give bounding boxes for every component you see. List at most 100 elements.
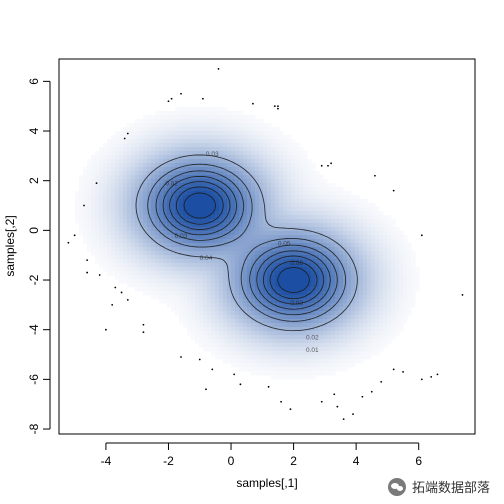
density-cell: [195, 271, 200, 276]
density-cell: [327, 339, 332, 344]
density-cell: [263, 235, 268, 240]
density-cell: [371, 227, 376, 232]
density-cell: [247, 271, 252, 276]
density-cell: [147, 175, 152, 180]
density-cell: [167, 303, 172, 308]
density-cell: [127, 235, 132, 240]
density-cell: [323, 211, 328, 216]
density-cell: [131, 167, 136, 172]
density-cell: [167, 163, 172, 168]
density-cell: [363, 291, 368, 296]
density-cell: [347, 203, 352, 208]
density-cell: [227, 283, 232, 288]
density-cell: [95, 183, 100, 188]
density-cell: [183, 115, 188, 120]
density-cell: [283, 327, 288, 332]
density-cell: [299, 331, 304, 336]
density-cell: [119, 131, 124, 136]
density-cell: [263, 267, 268, 272]
density-cell: [271, 135, 276, 140]
density-cell: [275, 371, 280, 376]
density-cell: [335, 191, 340, 196]
density-cell: [231, 207, 236, 212]
density-cell: [311, 331, 316, 336]
density-cell: [347, 331, 352, 336]
density-cell: [283, 343, 288, 348]
density-cell: [103, 163, 108, 168]
density-cell: [263, 127, 268, 132]
density-cell: [271, 311, 276, 316]
density-cell: [323, 371, 328, 376]
density-cell: [299, 235, 304, 240]
density-cell: [235, 311, 240, 316]
density-cell: [335, 227, 340, 232]
density-cell: [275, 203, 280, 208]
density-cell: [183, 267, 188, 272]
density-cell: [163, 215, 168, 220]
density-cell: [143, 199, 148, 204]
density-cell: [171, 139, 176, 144]
density-cell: [311, 239, 316, 244]
density-cell: [367, 219, 372, 224]
density-cell: [223, 127, 228, 132]
density-cell: [231, 255, 236, 260]
density-cell: [395, 259, 400, 264]
density-cell: [275, 299, 280, 304]
density-cell: [331, 243, 336, 248]
density-cell: [151, 131, 156, 136]
density-cell: [399, 243, 404, 248]
density-cell: [247, 363, 252, 368]
density-cell: [239, 267, 244, 272]
density-cell: [95, 159, 100, 164]
density-cell: [391, 335, 396, 340]
density-cell: [259, 275, 264, 280]
density-cell: [179, 219, 184, 224]
density-cell: [279, 151, 284, 156]
density-cell: [347, 251, 352, 256]
density-cell: [207, 215, 212, 220]
density-cell: [239, 127, 244, 132]
density-cell: [307, 163, 312, 168]
density-cell: [327, 183, 332, 188]
density-cell: [403, 291, 408, 296]
density-cell: [199, 323, 204, 328]
density-cell: [191, 219, 196, 224]
density-cell: [147, 275, 152, 280]
data-point: [320, 164, 323, 167]
density-cell: [263, 183, 268, 188]
density-cell: [227, 287, 232, 292]
density-cell: [103, 267, 108, 272]
density-cell: [203, 163, 208, 168]
density-cell: [367, 239, 372, 244]
density-cell: [315, 259, 320, 264]
density-cell: [87, 215, 92, 220]
data-point: [430, 375, 433, 378]
density-cell: [307, 203, 312, 208]
density-cell: [267, 351, 272, 356]
density-cell: [123, 207, 128, 212]
density-cell: [183, 295, 188, 300]
density-cell: [255, 215, 260, 220]
density-cell: [187, 259, 192, 264]
density-cell: [367, 235, 372, 240]
density-cell: [155, 283, 160, 288]
density-cell: [131, 171, 136, 176]
density-cell: [295, 291, 300, 296]
density-cell: [343, 251, 348, 256]
density-cell: [203, 343, 208, 348]
density-cell: [171, 243, 176, 248]
density-cell: [331, 335, 336, 340]
density-cell: [367, 207, 372, 212]
density-cell: [295, 255, 300, 260]
density-cell: [247, 351, 252, 356]
density-cell: [239, 131, 244, 136]
density-cell: [227, 111, 232, 116]
density-cell: [167, 247, 172, 252]
density-cell: [375, 275, 380, 280]
density-cell: [151, 235, 156, 240]
density-cell: [187, 271, 192, 276]
density-cell: [251, 187, 256, 192]
density-cell: [155, 127, 160, 132]
density-cell: [291, 175, 296, 180]
density-cell: [323, 215, 328, 220]
